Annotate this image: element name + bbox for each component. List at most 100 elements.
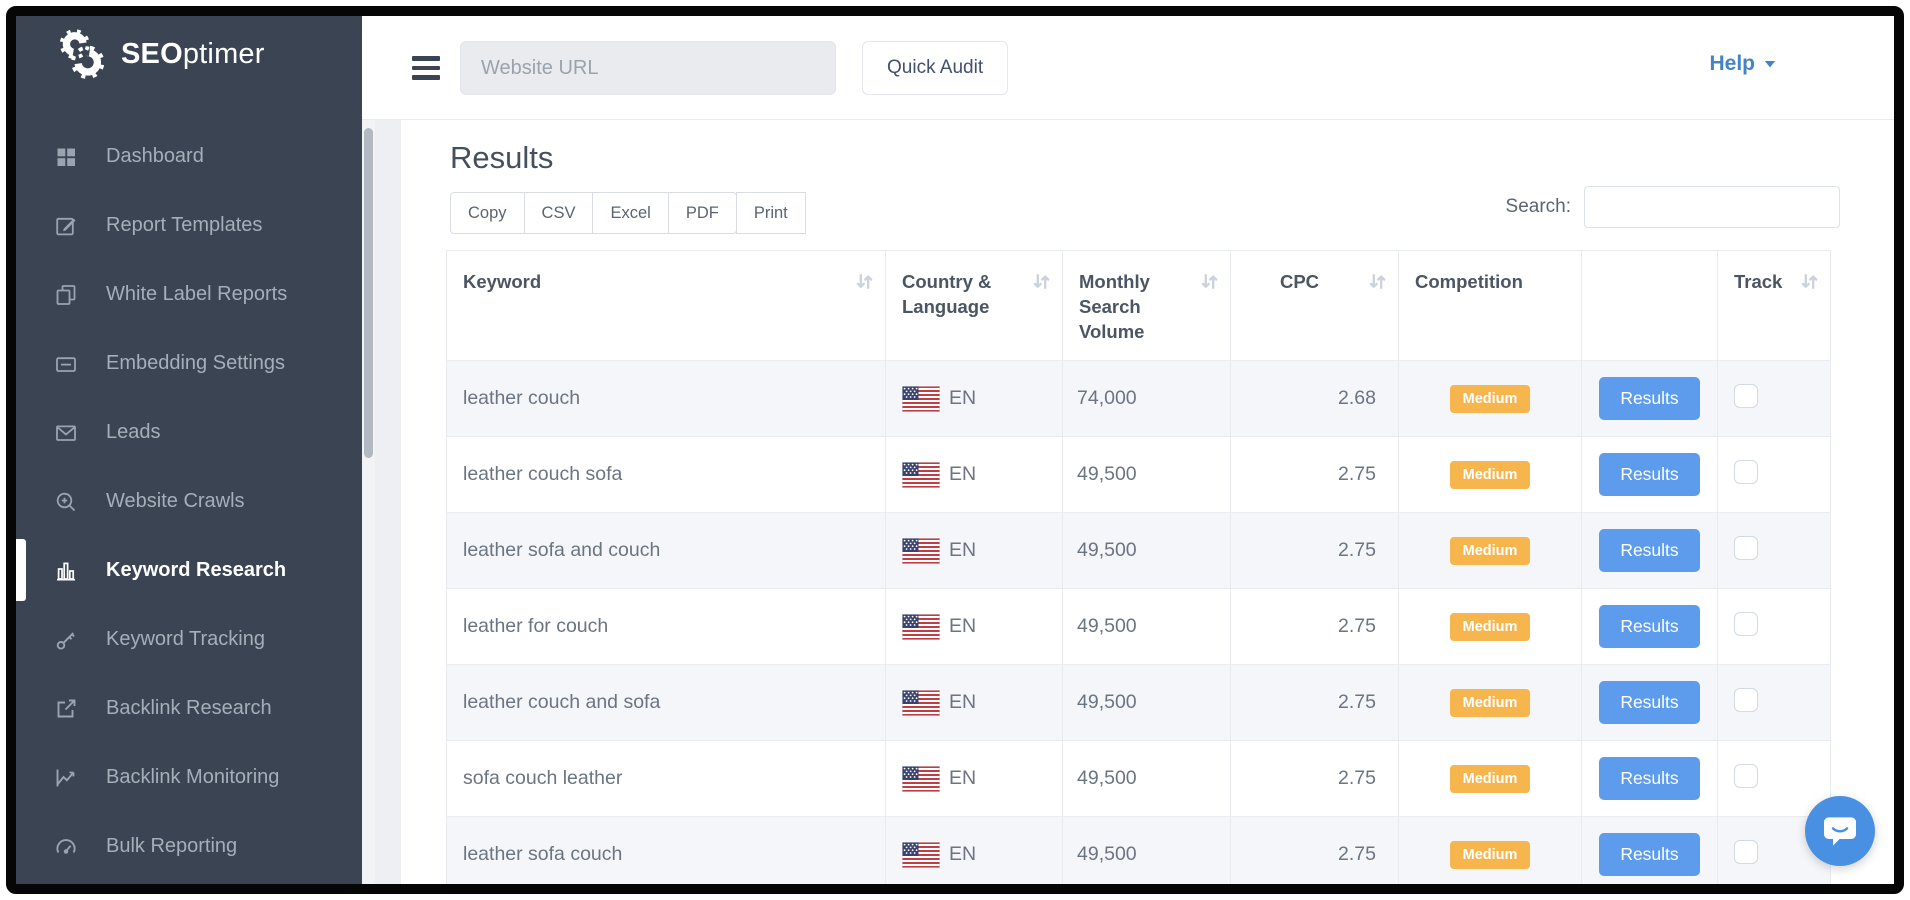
results-button[interactable]: Results <box>1599 681 1700 724</box>
results-action-cell: Results <box>1581 816 1718 884</box>
us-flag-icon <box>902 613 940 640</box>
track-cell <box>1717 512 1831 589</box>
column-header-label: Monthly Search Volume <box>1079 271 1150 342</box>
sort-icon <box>1032 272 1051 291</box>
sidebar-item-icon <box>54 559 78 583</box>
gear-logo-icon <box>56 28 108 80</box>
competition-cell: Medium <box>1398 740 1582 817</box>
column-header[interactable]: Keyword <box>446 250 886 361</box>
sidebar-item-label: Website Crawls <box>106 490 245 512</box>
table-row: leather for couch EN 49,500 2.75 Medium <box>446 588 1831 665</box>
sidebar-item[interactable]: Keyword Tracking <box>16 605 362 674</box>
country-language-cell: EN <box>885 588 1063 665</box>
track-checkbox[interactable] <box>1734 535 1758 560</box>
results-button[interactable]: Results <box>1599 377 1700 420</box>
results-button[interactable]: Results <box>1599 529 1700 572</box>
sidebar-item[interactable]: Keyword Research <box>16 536 362 605</box>
search-volume-cell: 74,000 <box>1062 360 1231 437</box>
track-checkbox[interactable] <box>1734 763 1758 788</box>
keyword-cell: leather couch and sofa <box>446 664 886 741</box>
sidebar-item-icon <box>54 835 78 859</box>
country-language-cell: EN <box>885 512 1063 589</box>
results-action-cell: Results <box>1581 512 1718 589</box>
column-header-label: CPC <box>1279 271 1320 292</box>
results-button[interactable]: Results <box>1599 605 1700 648</box>
sidebar-item-label: Dashboard <box>106 145 204 167</box>
results-button[interactable]: Results <box>1599 453 1700 496</box>
competition-badge: Medium <box>1449 840 1531 869</box>
column-header-label: Keyword <box>463 271 542 292</box>
column-header[interactable]: Competition <box>1398 250 1582 361</box>
main-content: Results Copy CSV Excel PDF Print Search: Key… <box>375 120 1894 884</box>
table-row: leather sofa and couch EN 49,500 2.75 Me <box>446 512 1831 589</box>
search-input[interactable] <box>1584 186 1840 228</box>
cpc-cell: 2.75 <box>1230 816 1399 884</box>
table-row: sofa couch leather EN 49,500 2.75 Medium <box>446 740 1831 817</box>
language-code: EN <box>949 767 977 789</box>
sidebar-item-icon <box>54 283 78 307</box>
track-checkbox[interactable] <box>1734 459 1758 484</box>
column-header[interactable] <box>1581 250 1718 361</box>
us-flag-icon <box>902 841 940 868</box>
brand-name: SEOptimer <box>121 37 265 70</box>
column-header[interactable]: Country & Language <box>885 250 1063 361</box>
track-checkbox[interactable] <box>1734 839 1758 864</box>
sidebar-scrollbar-thumb[interactable] <box>364 128 373 458</box>
sidebar-item[interactable]: Backlink Research <box>16 674 362 743</box>
export-button[interactable]: CSV <box>523 192 594 234</box>
column-header[interactable]: CPC <box>1230 250 1399 361</box>
results-action-cell: Results <box>1581 588 1718 665</box>
sidebar-scrollbar-track <box>362 120 375 884</box>
competition-badge: Medium <box>1449 764 1531 793</box>
competition-cell: Medium <box>1398 664 1582 741</box>
competition-badge: Medium <box>1449 460 1531 489</box>
language-code: EN <box>949 691 977 713</box>
us-flag-icon <box>902 765 940 792</box>
sidebar-item[interactable]: Leads <box>16 398 362 467</box>
sidebar-item-label: Keyword Tracking <box>106 628 265 650</box>
column-header[interactable]: Monthly Search Volume <box>1062 250 1231 361</box>
competition-cell: Medium <box>1398 360 1582 437</box>
export-button[interactable]: Copy <box>450 192 525 234</box>
track-checkbox[interactable] <box>1734 687 1758 712</box>
help-menu[interactable]: Help <box>1709 52 1776 76</box>
sidebar-item[interactable]: Backlink Monitoring <box>16 743 362 812</box>
track-checkbox[interactable] <box>1734 383 1758 408</box>
country-language-cell: EN <box>885 360 1063 437</box>
keyword-cell: sofa couch leather <box>446 740 886 817</box>
search-volume-cell: 49,500 <box>1062 816 1231 884</box>
sidebar-item-icon <box>54 421 78 445</box>
sidebar-item-icon <box>54 490 78 514</box>
results-button[interactable]: Results <box>1599 757 1700 800</box>
chat-widget-button[interactable] <box>1805 796 1875 866</box>
us-flag-icon <box>902 461 940 488</box>
search-volume-cell: 49,500 <box>1062 740 1231 817</box>
search-volume-cell: 49,500 <box>1062 588 1231 665</box>
track-checkbox[interactable] <box>1734 611 1758 636</box>
sidebar-item-label: Keyword Research <box>106 559 287 581</box>
column-header[interactable]: Track <box>1717 250 1831 361</box>
sidebar-item-label: Leads <box>106 421 161 443</box>
export-button[interactable]: Print <box>735 192 806 234</box>
sidebar-item[interactable]: Dashboard <box>16 122 362 191</box>
export-button[interactable]: Excel <box>592 192 669 234</box>
app-window: SEOptimer Dashboard Report Templates Whi… <box>6 6 1904 894</box>
country-language-cell: EN <box>885 436 1063 513</box>
table-row: leather couch EN 74,000 2.68 Medium <box>446 360 1831 437</box>
sidebar-item[interactable]: White Label Reports <box>16 260 362 329</box>
track-cell <box>1717 436 1831 513</box>
quick-audit-button[interactable]: Quick Audit <box>862 41 1009 95</box>
sidebar-item[interactable]: Bulk Reporting <box>16 812 362 881</box>
account-users-button[interactable] <box>1804 42 1856 90</box>
results-button[interactable]: Results <box>1599 833 1700 876</box>
hamburger-menu-icon[interactable] <box>412 56 440 80</box>
sidebar-item[interactable]: Website Crawls <box>16 467 362 536</box>
sidebar-item-label: Bulk Reporting <box>106 835 238 857</box>
sidebar-item[interactable]: Embedding Settings <box>16 329 362 398</box>
brand-logo[interactable]: SEOptimer <box>56 28 265 80</box>
export-button[interactable]: PDF <box>667 192 737 234</box>
results-action-cell: Results <box>1581 436 1718 513</box>
competition-badge: Medium <box>1449 384 1531 413</box>
website-url-input[interactable] <box>460 41 836 95</box>
sidebar-item[interactable]: Report Templates <box>16 191 362 260</box>
